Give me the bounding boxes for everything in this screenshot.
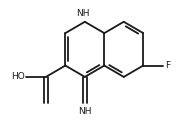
Text: F: F xyxy=(165,61,170,70)
Text: NH: NH xyxy=(76,9,90,18)
Text: NH: NH xyxy=(78,107,92,116)
Text: HO: HO xyxy=(11,72,24,81)
